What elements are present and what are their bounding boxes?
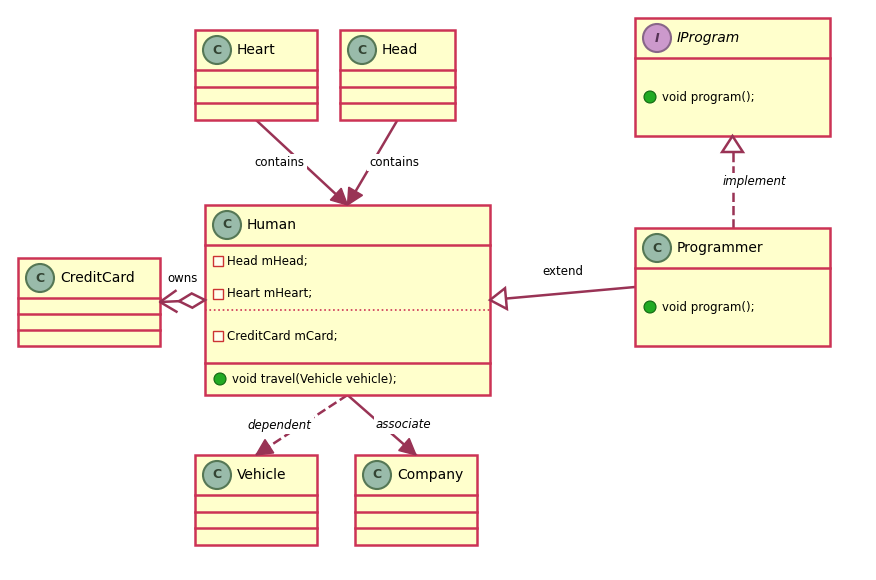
Bar <box>340 30 455 120</box>
Polygon shape <box>256 440 274 455</box>
Text: Programmer: Programmer <box>677 241 764 255</box>
Bar <box>635 18 830 136</box>
Text: contains: contains <box>255 156 305 169</box>
Text: CreditCard: CreditCard <box>60 271 135 285</box>
Bar <box>635 228 830 346</box>
Text: void program();: void program(); <box>662 300 754 314</box>
Circle shape <box>26 264 54 292</box>
Circle shape <box>643 24 671 52</box>
Text: implement: implement <box>723 176 787 189</box>
Polygon shape <box>722 136 743 152</box>
Text: Company: Company <box>397 468 463 482</box>
Bar <box>205 205 490 395</box>
Text: Vehicle: Vehicle <box>237 468 286 482</box>
Text: CreditCard mCard;: CreditCard mCard; <box>227 330 337 343</box>
Text: IProgram: IProgram <box>677 31 740 45</box>
Text: Human: Human <box>247 218 297 232</box>
Text: C: C <box>213 44 222 56</box>
Text: C: C <box>653 241 661 255</box>
Bar <box>355 455 477 545</box>
Circle shape <box>644 91 656 103</box>
Text: contains: contains <box>370 156 420 169</box>
Text: Heart mHeart;: Heart mHeart; <box>227 287 312 300</box>
Polygon shape <box>330 188 348 205</box>
Text: dependent: dependent <box>248 419 312 432</box>
Text: Head: Head <box>382 43 419 57</box>
Circle shape <box>363 461 391 489</box>
Text: Head mHead;: Head mHead; <box>227 255 307 268</box>
Bar <box>195 455 317 545</box>
Circle shape <box>213 211 241 239</box>
Circle shape <box>643 234 671 262</box>
Polygon shape <box>179 293 205 308</box>
Text: void program();: void program(); <box>662 90 754 103</box>
Circle shape <box>203 461 231 489</box>
Text: owns: owns <box>167 273 198 285</box>
Text: C: C <box>357 44 366 56</box>
Circle shape <box>203 36 231 64</box>
Text: C: C <box>223 219 231 231</box>
Bar <box>213 256 223 266</box>
Bar <box>195 30 317 120</box>
Bar <box>18 258 160 346</box>
Text: I: I <box>654 31 660 45</box>
Circle shape <box>348 36 376 64</box>
Text: C: C <box>372 469 382 481</box>
Text: C: C <box>35 271 45 285</box>
Text: associate: associate <box>376 419 432 432</box>
Bar <box>213 331 223 342</box>
Circle shape <box>214 373 226 385</box>
Bar <box>213 289 223 299</box>
Text: extend: extend <box>542 265 583 278</box>
Polygon shape <box>348 187 363 205</box>
Text: Heart: Heart <box>237 43 276 57</box>
Polygon shape <box>399 438 416 455</box>
Polygon shape <box>490 288 507 309</box>
Text: void travel(Vehicle vehicle);: void travel(Vehicle vehicle); <box>232 372 397 386</box>
Text: C: C <box>213 469 222 481</box>
Circle shape <box>644 301 656 313</box>
